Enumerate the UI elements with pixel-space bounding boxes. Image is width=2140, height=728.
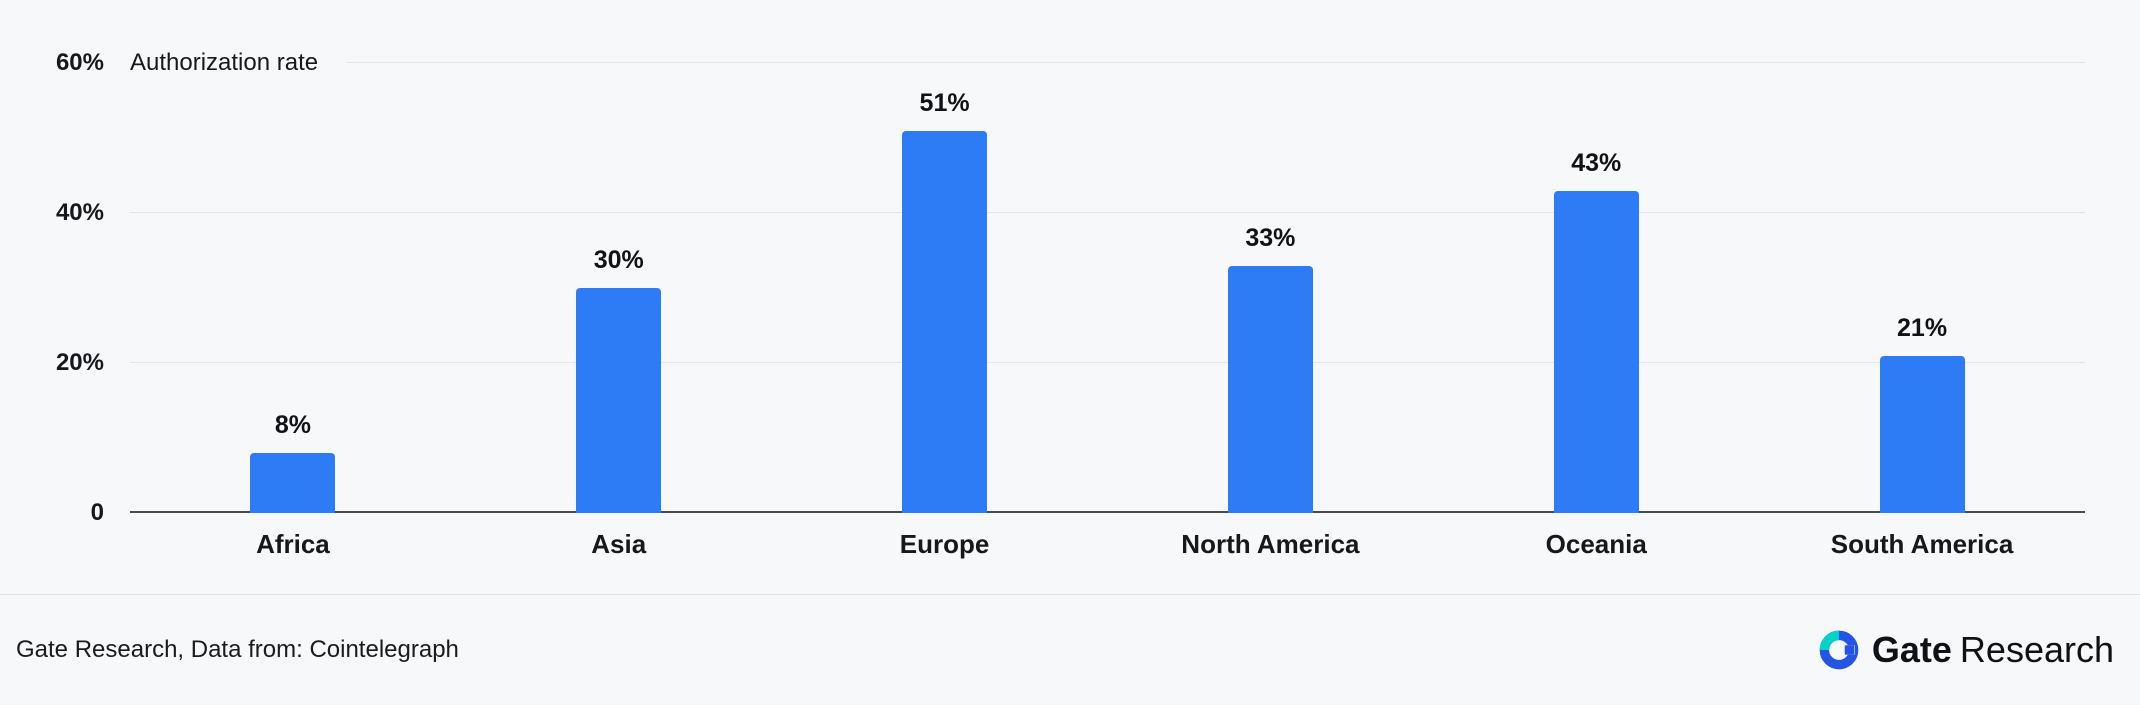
footer-divider <box>0 594 2140 595</box>
data-source-text: Gate Research, Data from: Cointelegraph <box>16 636 459 663</box>
x-tick-label: Africa <box>256 529 330 559</box>
brand-name: Gate Research <box>1872 629 2114 671</box>
y-tick-label: 60% <box>55 49 104 76</box>
x-axis-labels: Africa Asia Europe North America Oceania Sout… <box>130 529 2085 560</box>
gridline <box>130 362 2085 364</box>
gate-research-logo: Gate Research <box>1816 627 2114 673</box>
bar-value-label: 33% <box>1245 223 1296 252</box>
gate-logo-icon <box>1819 630 1859 670</box>
plot-area: Authorization rate 8% 30% 51% 33% 43% 21% Afr… <box>56 49 2085 559</box>
brand-name-bold: Gate <box>1871 629 1952 670</box>
x-tick-label: Oceania <box>1545 529 1647 559</box>
y-tick-label: 40% <box>55 199 104 227</box>
chart-title: Authorization rate <box>130 49 347 77</box>
bar-group: 43% <box>1433 63 1759 513</box>
bar-value-label: 8% <box>274 411 311 439</box>
bars-container: 8% 30% 51% 33% 43% 21% <box>130 63 2085 513</box>
bar-north-america <box>1227 265 1313 513</box>
bar-group: 51% <box>782 63 1108 513</box>
bar-group: 33% <box>1107 63 1433 513</box>
x-tick-label: South America <box>1830 529 2014 559</box>
x-tick-label: Asia <box>591 529 647 559</box>
y-tick-label: 0 <box>90 499 104 526</box>
bar-asia <box>576 288 662 513</box>
bar-value-label: 21% <box>1897 313 1948 342</box>
y-tick-label: 20% <box>55 349 104 377</box>
bar-oceania <box>1553 190 1639 513</box>
chart-panel: Authorization rate 8% 30% 51% 33% 43% 21% Afr… <box>0 49 2140 705</box>
gridline <box>130 62 2085 63</box>
bar-south-america <box>1879 355 1965 513</box>
x-axis-line <box>130 511 2085 513</box>
x-tick-label: North America <box>1181 529 1360 559</box>
bar-group: 8% <box>130 63 456 513</box>
brand-name-regular: Research <box>1959 629 2114 670</box>
footer: Gate Research, Data from: Cointelegraph … <box>0 595 2140 705</box>
bar-value-label: 30% <box>593 246 644 274</box>
bar-group: 21% <box>1759 63 2085 513</box>
bar-value-label: 51% <box>919 88 970 117</box>
gridline <box>130 212 2085 214</box>
bar-africa <box>250 453 336 513</box>
x-tick-label: Europe <box>899 529 990 559</box>
bar-value-label: 43% <box>1571 148 1622 177</box>
bar-europe <box>902 130 988 513</box>
bar-group: 30% <box>456 63 782 513</box>
